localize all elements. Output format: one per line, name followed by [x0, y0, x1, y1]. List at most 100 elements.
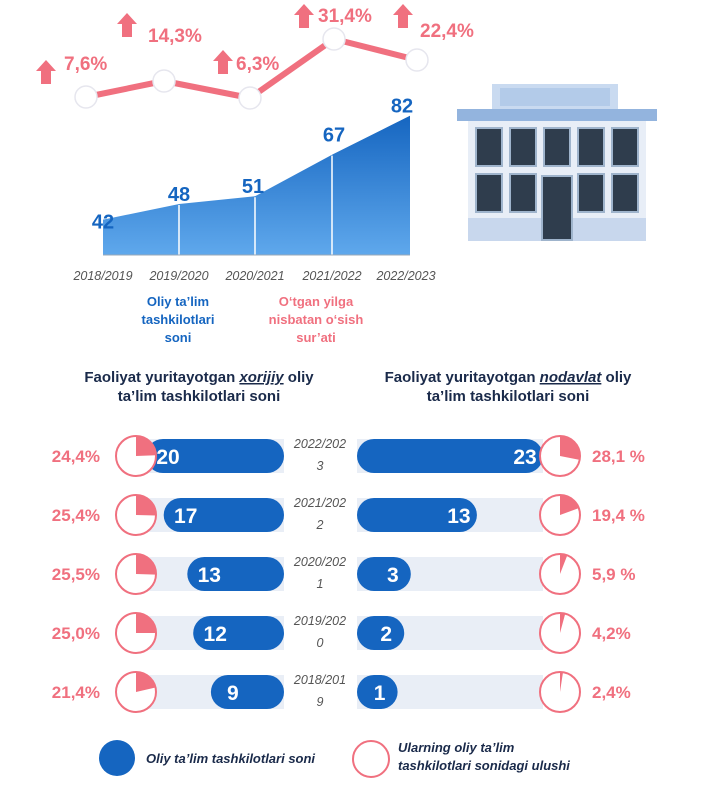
foreign-share-pie: [115, 671, 157, 713]
year-label: 9: [317, 695, 324, 709]
private-share-pie: [539, 494, 581, 536]
private-share-label: 19,4 %: [592, 506, 645, 525]
growth-point: [405, 48, 429, 72]
private-bar: [357, 616, 405, 650]
foreign-share-label: 24,4%: [52, 447, 100, 466]
growth-point: [238, 86, 262, 110]
private-share-pie: [539, 553, 581, 595]
count-value-label: 42: [92, 212, 114, 234]
heading-private-pre: Faoliyat yuritayotgan: [385, 369, 540, 386]
count-area-chart: 42 48 51 67 82: [92, 96, 413, 255]
foreign-bar: [210, 675, 284, 709]
heading-foreign-post: oliy: [284, 369, 315, 386]
private-share-label: 28,1 %: [592, 447, 645, 466]
up-arrow-icon: [36, 60, 56, 84]
legend-share-line2: tashkilotlari sonidagi ulushi: [398, 758, 570, 773]
svg-text:Faoliyat yuritayotgan xorijiy: Faoliyat yuritayotgan xorijiy oliy: [84, 369, 314, 386]
growth-point: [322, 27, 346, 51]
foreign-share-label: 21,4%: [52, 683, 100, 702]
up-arrow-icon: [393, 4, 413, 28]
year-label: 2: [316, 518, 324, 532]
foreign-bar: [187, 557, 284, 591]
growth-value-label: 7,6%: [64, 54, 107, 75]
private-share-label: 5,9 %: [592, 565, 635, 584]
foreign-value: 17: [174, 505, 197, 528]
bar-row: 17 25,4% 2021/202 2 13 19,4 %: [52, 494, 645, 536]
private-share-label: 4,2%: [592, 624, 631, 643]
x-tick-label: 2018/2019: [72, 269, 132, 283]
legend-count-line1: Oliy ta’lim: [147, 294, 209, 309]
legend-growth-line3: sur’ati: [296, 330, 336, 345]
heading-private-em: nodavlat: [540, 369, 603, 386]
bottom-legend: Oliy ta’lim tashkilotlari soni Ularning …: [99, 740, 570, 778]
legend-share-marker: [352, 740, 390, 778]
up-arrow-icon: [294, 4, 314, 28]
heading-foreign: Faoliyat yuritayotgan xorijiy oliy ta’li…: [84, 369, 314, 405]
x-axis: 2018/2019 2019/2020 2020/2021 2021/2022 2022…: [72, 254, 436, 283]
up-arrow-icon: [117, 13, 137, 37]
foreign-value: 9: [227, 682, 239, 705]
foreign-share-label: 25,5%: [52, 565, 100, 584]
top-legend: Oliy ta’lim tashkilotlari soni O‘tgan yi…: [142, 294, 364, 345]
private-value: 23: [513, 446, 536, 469]
foreign-share-label: 25,4%: [52, 506, 100, 525]
heading-private-line2: ta’lim tashkilotlari soni: [427, 388, 590, 405]
private-bar: [357, 498, 477, 532]
foreign-value: 13: [198, 564, 221, 587]
foreign-bar: [193, 616, 284, 650]
count-value-label: 82: [391, 96, 413, 118]
count-value-label: 51: [242, 176, 264, 198]
growth-value-label: 31,4%: [318, 6, 372, 27]
legend-growth-line1: O‘tgan yilga: [279, 294, 354, 309]
private-bar: [357, 675, 398, 709]
heading-foreign-line2: ta’lim tashkilotlari soni: [118, 388, 281, 405]
private-value: 1: [374, 682, 386, 705]
x-tick-label: 2020/2021: [224, 269, 284, 283]
legend-count-label: Oliy ta’lim tashkilotlari soni: [146, 751, 315, 766]
foreign-share-label: 25,0%: [52, 624, 100, 643]
growth-point: [152, 69, 176, 93]
year-label: 2022/202: [293, 437, 346, 451]
private-share-pie: [539, 612, 581, 654]
foreign-share-pie: [115, 435, 157, 477]
x-tick-label: 2022/2023: [375, 269, 435, 283]
svg-text:Faoliyat yuritayotgan nodavlat: Faoliyat yuritayotgan nodavlat oliy: [385, 369, 632, 386]
foreign-share-pie: [115, 494, 157, 536]
legend-growth-line2: nisbatan o‘sish: [269, 312, 364, 327]
bar-row: 20 24,4% 2022/202 3 23 28,1 %: [52, 435, 645, 477]
x-tick-label: 2021/2022: [301, 269, 361, 283]
year-label: 3: [317, 459, 324, 473]
heading-foreign-pre: Faoliyat yuritayotgan: [84, 369, 239, 386]
private-share-label: 2,4%: [592, 683, 631, 702]
year-label: 0: [317, 636, 324, 650]
bar-row: 12 25,0% 2019/202 0 2 4,2%: [52, 612, 631, 654]
growth-value-label: 6,3%: [236, 54, 279, 75]
bar-row: 9 21,4% 2018/201 9 1 2,4%: [52, 671, 631, 713]
year-label: 1: [317, 577, 324, 591]
year-label: 2019/202: [293, 614, 346, 628]
year-label: 2020/202: [293, 555, 346, 569]
foreign-bar: [146, 439, 284, 473]
private-bar: [357, 557, 411, 591]
foreign-value: 12: [204, 623, 227, 646]
count-value-label: 48: [168, 184, 190, 206]
private-bar: [357, 439, 543, 473]
private-share-pie: [539, 671, 581, 713]
foreign-share-pie: [115, 612, 157, 654]
legend-share-line1: Ularning oliy ta’lim: [398, 740, 515, 755]
growth-line-chart: 7,6% 14,3% 6,3% 31,4% 22,4%: [36, 4, 474, 110]
x-tick-label: 2019/2020: [148, 269, 208, 283]
heading-foreign-em: xorijiy: [238, 369, 284, 386]
foreign-share-pie: [115, 553, 157, 595]
growth-value-label: 22,4%: [420, 21, 474, 42]
private-value: 2: [380, 623, 392, 646]
legend-count-marker: [99, 740, 135, 776]
foreign-value: 20: [156, 446, 179, 469]
foreign-bar: [163, 498, 284, 532]
count-value-label: 67: [323, 125, 345, 147]
up-arrow-icon: [213, 50, 233, 74]
private-value: 3: [387, 564, 399, 587]
